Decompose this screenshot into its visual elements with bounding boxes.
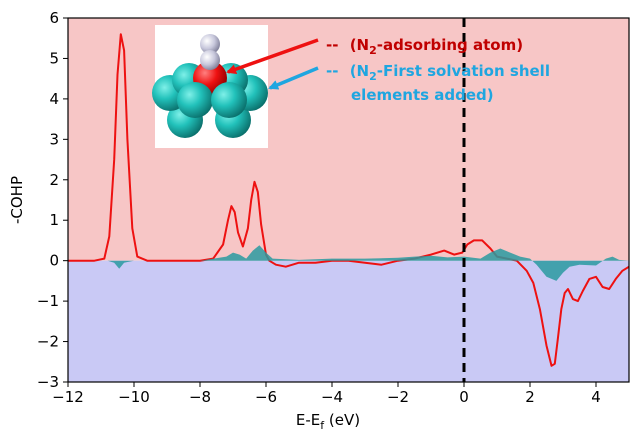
nitrogen-atom-sphere [200,34,220,54]
y-tick-label: 3 [49,130,59,148]
y-tick-label: −3 [37,373,59,391]
nitrogen-atom-sphere [200,50,220,70]
y-tick-label: 5 [49,49,59,67]
y-tick-label: −2 [37,333,59,351]
y-axis-label: -COHP [8,176,26,224]
series-layer [68,33,629,367]
y-tick-label: 0 [49,252,59,270]
y-tick-label: 4 [49,90,59,108]
y-tick-label: 6 [49,9,59,27]
inset-structure [152,25,268,148]
plot-background [68,18,629,382]
legend-entry-solvation-shell: -- (N2-First solvation shell [326,62,550,83]
metal-cluster-image [152,34,268,138]
x-tick-label: −6 [255,388,277,406]
y-tick-label: −1 [37,292,59,310]
legend: -- (N2-adsorbing atom) -- (N2-First solv… [226,36,550,104]
positive-region [68,18,629,261]
x-tick-label: 4 [591,388,601,406]
solvation-shell-arrow [268,66,319,90]
negative-region [68,260,629,382]
x-tick-label: −8 [189,388,211,406]
x-tick-label: −2 [387,388,409,406]
series-1-area [68,245,629,281]
x-tick-label: −4 [321,388,343,406]
y-tick-label: 2 [49,171,59,189]
x-tick-label: −12 [52,388,84,406]
x-tick-label: −10 [118,388,150,406]
legend-entry-solvation-shell-line2: elements added) [351,86,494,104]
series-0-line [68,33,629,367]
x-tick-label: 2 [525,388,535,406]
x-axis-label: E-Ef (eV) [296,411,360,432]
adsorbing-atom-arrow [226,38,319,75]
y-tick-label: 1 [49,211,59,229]
legend-entry-adsorbing-atom: -- (N2-adsorbing atom) [326,36,523,57]
plot-frame [67,17,630,383]
x-tick-label: 0 [459,388,469,406]
